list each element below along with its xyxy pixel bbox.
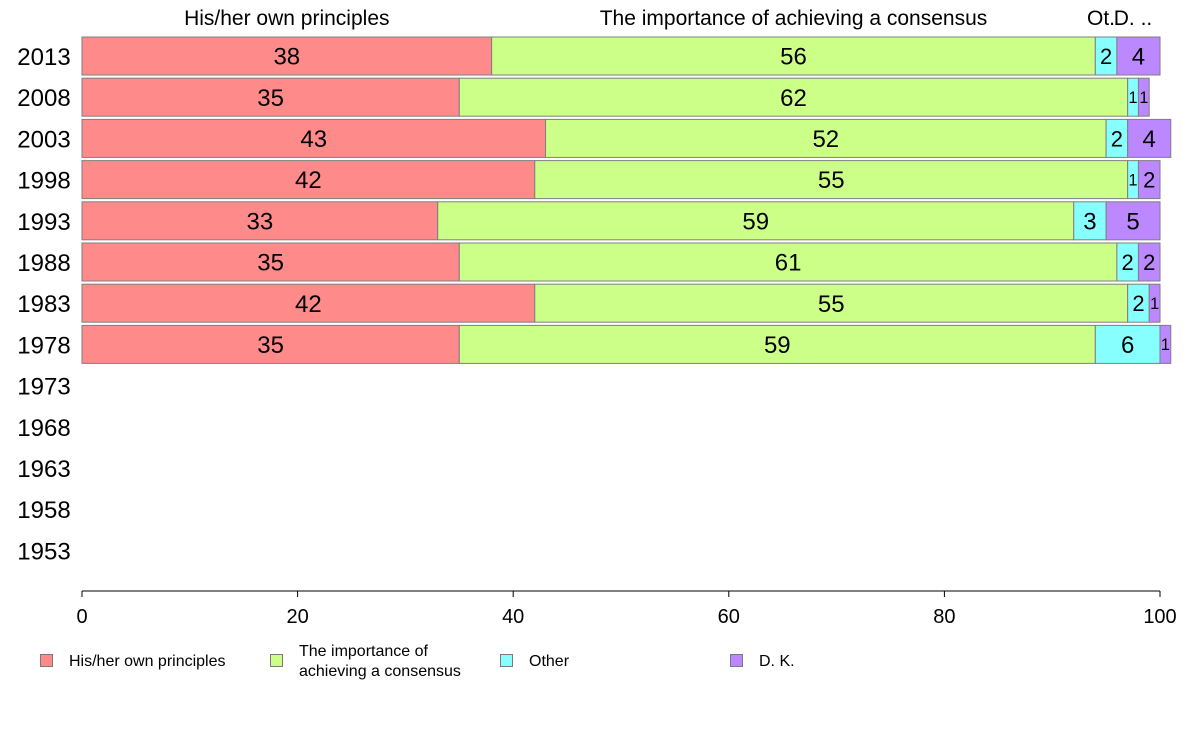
data-label-1978-s3: 1: [1161, 336, 1170, 354]
year-label-1968: 1968: [17, 415, 70, 442]
bar-segment-1978-s2: [1094, 324, 1161, 364]
data-label-1983-s0: 42: [295, 291, 322, 318]
year-label-1993: 1993: [17, 209, 70, 236]
x-tick-label-20: 20: [286, 606, 308, 628]
top-label-s3: D. ..: [1114, 7, 1153, 30]
bar-segment-2013-s1: [491, 36, 1096, 76]
bar-segment-2013-s0: [81, 36, 493, 76]
data-label-1988-s0: 35: [257, 250, 284, 277]
data-label-2013-s1: 56: [780, 44, 807, 71]
data-label-1978-s2: 6: [1121, 332, 1134, 359]
data-label-1998-s1: 55: [818, 167, 845, 194]
year-label-1978: 1978: [17, 332, 70, 359]
legend-label-dk: D. K.: [759, 653, 795, 670]
legend-item-other: Other: [500, 642, 569, 672]
year-label-1973: 1973: [17, 374, 70, 401]
top-label-s2: Ot.: [1087, 7, 1115, 30]
year-label-1958: 1958: [17, 497, 70, 524]
data-label-1983-s1: 55: [818, 291, 845, 318]
data-label-2003-s2: 2: [1111, 126, 1123, 151]
year-label-1998: 1998: [17, 168, 70, 195]
bar-segment-1993-s3: [1105, 201, 1161, 241]
data-label-1978-s0: 35: [257, 332, 284, 359]
x-tick-label-60: 60: [718, 606, 740, 628]
x-tick-label-100: 100: [1143, 606, 1176, 628]
data-label-1998-s0: 42: [295, 167, 322, 194]
year-label-2003: 2003: [17, 126, 70, 153]
top-label-s1: The importance of achieving a consensus: [600, 7, 988, 30]
bar-segment-1988-s0: [81, 242, 460, 282]
data-label-1993-s0: 33: [247, 208, 274, 235]
bars-group: 38 56 2 435 62 1 143 52 2 442 55 1 233 59 3 535 61 2 242 55…: [81, 36, 1172, 364]
legend-swatch-own-principles: [40, 654, 53, 667]
legend-swatch-other: [500, 654, 513, 667]
legend-swatch-dk: [730, 654, 743, 667]
data-label-1988-s1: 61: [775, 250, 802, 277]
year-labels: 2013 2008 2003 1998 1993 1988 1983 1978 1973 1968…: [17, 44, 70, 565]
data-label-1993-s3: 5: [1126, 208, 1139, 235]
data-label-1993-s1: 59: [742, 208, 769, 235]
x-tick-label-0: 0: [76, 606, 87, 628]
x-axis: 0 20 40 60 80 100: [76, 590, 1177, 628]
data-label-2008-s3: 1: [1139, 89, 1148, 107]
bar-segment-1998-s3: [1137, 160, 1161, 200]
year-label-1988: 1988: [17, 250, 70, 277]
bar-segment-1998-s1: [534, 160, 1129, 200]
data-label-2013-s2: 2: [1100, 44, 1112, 69]
data-label-1993-s2: 3: [1083, 208, 1096, 235]
bar-segment-2003-s0: [81, 118, 547, 158]
bar-segment-2008-s1: [458, 77, 1129, 117]
year-label-1983: 1983: [17, 291, 70, 318]
legend: His/her own principles The importance of…: [0, 642, 1188, 692]
bar-segment-1978-s3: [1159, 324, 1172, 364]
data-label-1988-s3: 2: [1143, 250, 1155, 275]
data-label-1988-s2: 2: [1122, 250, 1134, 275]
bar-segment-1993-s0: [81, 201, 439, 241]
data-label-2003-s0: 43: [300, 126, 327, 153]
data-label-2013-s3: 4: [1132, 44, 1145, 71]
bar-segment-1978-s1: [458, 324, 1096, 364]
year-label-2008: 2008: [17, 85, 70, 112]
legend-swatch-consensus: [270, 654, 283, 667]
data-label-2008-s2: 1: [1129, 89, 1138, 107]
bar-segment-2013-s3: [1116, 36, 1161, 76]
bar-segment-2003-s1: [545, 118, 1107, 158]
bar-segment-2003-s3: [1127, 118, 1172, 158]
bar-segment-1993-s1: [437, 201, 1075, 241]
legend-item-consensus: The importance of achieving a consensus: [270, 642, 489, 682]
data-label-1983-s2: 2: [1132, 291, 1144, 316]
bar-segment-2008-s0: [81, 77, 460, 117]
bar-segment-1988-s3: [1137, 242, 1161, 282]
legend-label-own-principles: His/her own principles: [69, 653, 226, 670]
stacked-bar-chart: His/her own principles The importance of …: [17, 7, 1177, 628]
bar-segment-1983-s3: [1148, 283, 1161, 323]
bar-segment-1993-s2: [1073, 201, 1107, 241]
legend-item-own-principles: His/her own principles: [40, 642, 226, 672]
data-label-1998-s3: 2: [1143, 168, 1155, 193]
top-label-s0: His/her own principles: [184, 7, 389, 30]
bar-segment-2008-s3: [1137, 77, 1150, 117]
legend-item-dk: D. K.: [730, 642, 795, 672]
legend-label-other: Other: [529, 653, 570, 670]
data-label-1998-s2: 1: [1129, 171, 1138, 189]
x-tick-label-80: 80: [933, 606, 955, 628]
bar-segment-1983-s0: [81, 283, 536, 323]
year-label-2013: 2013: [17, 44, 70, 71]
bar-segment-1978-s0: [81, 324, 460, 364]
data-label-1983-s3: 1: [1150, 295, 1159, 313]
top-series-labels: His/her own principles The importance of …: [184, 7, 1152, 30]
bar-segment-1988-s1: [458, 242, 1118, 282]
year-label-1963: 1963: [17, 456, 70, 483]
data-label-2008-s0: 35: [257, 85, 284, 112]
data-label-1978-s1: 59: [764, 332, 791, 359]
bar-segment-1983-s1: [534, 283, 1129, 323]
data-label-2013-s0: 38: [273, 44, 300, 71]
legend-label-consensus: The importance of achieving a consensus: [299, 643, 461, 680]
year-label-1953: 1953: [17, 538, 70, 565]
data-label-2003-s3: 4: [1143, 126, 1156, 153]
x-tick-label-40: 40: [502, 606, 524, 628]
data-label-2008-s1: 62: [780, 85, 807, 112]
data-label-2003-s1: 52: [812, 126, 839, 153]
